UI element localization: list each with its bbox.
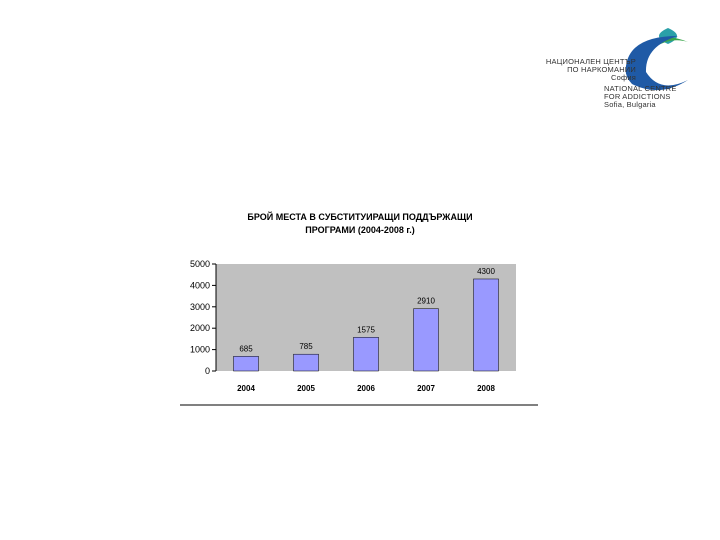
logo-bg-line3: София bbox=[610, 73, 636, 82]
bar-2008 bbox=[473, 278, 499, 372]
data-label-2006: 1575 bbox=[357, 325, 375, 334]
logo: НАЦИОНАЛЕН ЦЕНТЪР ПО НАРКОМАНИИ София NA… bbox=[510, 14, 710, 114]
y-tick-label: 3000 bbox=[190, 302, 210, 312]
x-tick-label-2007: 2007 bbox=[417, 384, 435, 393]
bar-2006 bbox=[353, 337, 379, 372]
x-tick-label-2005: 2005 bbox=[297, 384, 315, 393]
y-axis: 0 1000 2000 3000 4000 5000 bbox=[190, 259, 217, 376]
bar-2004 bbox=[233, 356, 259, 372]
bar-2007 bbox=[413, 308, 439, 372]
data-label-2007: 2910 bbox=[417, 297, 435, 306]
y-tick-label: 0 bbox=[205, 366, 210, 376]
chart-title-line2: ПРОГРАМИ (2004-2008 г.) bbox=[305, 225, 415, 235]
x-axis-labels: 2004 2005 2006 2007 2008 bbox=[237, 384, 495, 393]
bars bbox=[233, 278, 499, 372]
data-label-2008: 4300 bbox=[477, 267, 495, 276]
logo-en-line3: Sofia, Bulgaria bbox=[604, 100, 656, 109]
y-tick-label: 4000 bbox=[190, 280, 210, 290]
logo-en-line2: FOR ADDICTIONS bbox=[604, 92, 671, 101]
data-label-2005: 785 bbox=[299, 342, 313, 351]
bar-2005 bbox=[293, 353, 319, 372]
y-tick-label: 1000 bbox=[190, 345, 210, 355]
logo-bg-line2: ПО НАРКОМАНИИ bbox=[567, 65, 636, 74]
logo-emblem-icon bbox=[625, 28, 688, 91]
logo-en-line1: NATIONAL CENTRE bbox=[604, 84, 677, 93]
data-label-2004: 685 bbox=[239, 344, 253, 353]
logo-bg-line1: НАЦИОНАЛЕН ЦЕНТЪР bbox=[545, 57, 636, 66]
x-tick-label-2008: 2008 bbox=[477, 384, 495, 393]
y-tick-label: 5000 bbox=[190, 259, 210, 269]
x-tick-label-2004: 2004 bbox=[237, 384, 255, 393]
logo-blue-arc bbox=[625, 36, 688, 91]
y-tick-label: 2000 bbox=[190, 323, 210, 333]
data-labels: 685 785 1575 2910 4300 bbox=[239, 267, 495, 353]
x-tick-label-2006: 2006 bbox=[357, 384, 375, 393]
chart-title: БРОЙ МЕСТА В СУБСТИТУИРАЩИ ПОДДЪРЖАЩИ ПР… bbox=[200, 211, 520, 237]
chart-title-line1: БРОЙ МЕСТА В СУБСТИТУИРАЩИ ПОДДЪРЖАЩИ bbox=[247, 212, 473, 222]
